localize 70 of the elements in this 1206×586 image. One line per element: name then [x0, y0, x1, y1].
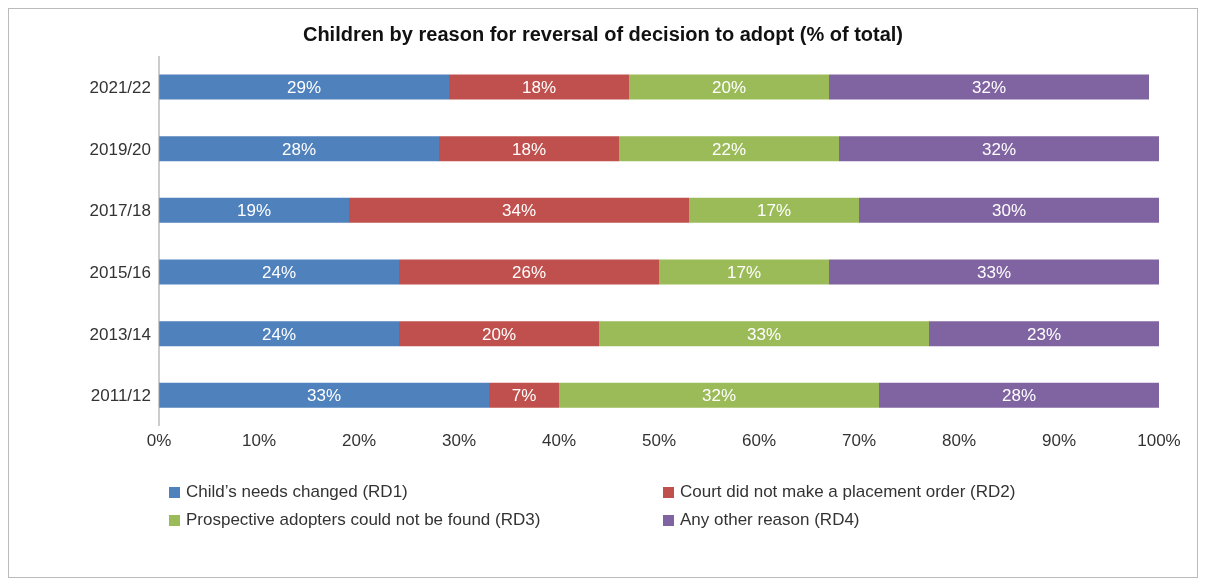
- bar: [559, 382, 879, 408]
- data-label: 32%: [971, 78, 1007, 97]
- data-label: 24%: [261, 263, 297, 282]
- chart-title: Children by reason for reversal of decision to adopt (% of total): [301, 22, 905, 46]
- bar: [599, 321, 929, 347]
- bar: [879, 382, 1159, 408]
- y-tick-label: 2021/22: [89, 77, 151, 97]
- data-label: 17%: [756, 201, 792, 221]
- y-tick-label: 2017/18: [89, 201, 151, 221]
- y-tick-label: 2011/12: [90, 386, 151, 406]
- legend-label: Child’s needs changed (RD1): [186, 482, 408, 502]
- x-tick-label: 100%: [1137, 431, 1181, 451]
- y-tick-label: 2015/16: [89, 262, 151, 282]
- bar: [689, 197, 859, 223]
- data-label: 28%: [281, 139, 317, 159]
- data-label: 19%: [236, 201, 272, 221]
- data-label: 7%: [511, 386, 537, 406]
- legend-label: Prospective adopters could not be found (RD3): [186, 510, 541, 530]
- bar: [439, 136, 619, 162]
- bar: [659, 259, 829, 285]
- x-tick-label: 60%: [741, 431, 777, 451]
- x-tick-label: 30%: [441, 431, 477, 451]
- bar: [929, 321, 1159, 347]
- x-tick-label: 90%: [1041, 431, 1077, 451]
- data-label: 24%: [261, 324, 297, 344]
- bar: [859, 197, 1159, 223]
- data-label: 33%: [746, 324, 782, 344]
- data-label: 17%: [726, 263, 762, 282]
- bar: [839, 136, 1159, 162]
- bar: [399, 259, 659, 285]
- bar: [349, 197, 689, 223]
- x-tick-label: 10%: [241, 431, 277, 451]
- data-label: 23%: [1026, 324, 1062, 344]
- x-tick-label: 70%: [841, 431, 877, 451]
- bar: [159, 259, 399, 285]
- data-label: 18%: [511, 139, 547, 159]
- bar: [829, 74, 1149, 100]
- y-tick-label: 2013/14: [89, 324, 151, 344]
- data-label: 20%: [481, 324, 517, 344]
- legend-label: Court did not make a placement order (RD2): [680, 482, 1016, 502]
- data-label: 18%: [521, 78, 557, 97]
- data-label: 28%: [1001, 386, 1037, 406]
- data-label: 30%: [991, 201, 1027, 221]
- x-tick-label: 40%: [541, 431, 577, 451]
- data-label: 22%: [711, 139, 747, 159]
- bar: [159, 197, 349, 223]
- bar: [159, 321, 399, 347]
- bar: [399, 321, 599, 347]
- data-label: 34%: [501, 201, 537, 221]
- x-tick-label: 50%: [641, 431, 677, 451]
- data-label: 29%: [286, 78, 322, 97]
- bar: [619, 136, 839, 162]
- y-tick-label: 2019/20: [89, 139, 151, 159]
- data-label: 33%: [976, 263, 1012, 282]
- data-label: 32%: [701, 386, 737, 406]
- data-label: 26%: [511, 263, 547, 282]
- legend-label: Any other reason (RD4): [680, 510, 860, 530]
- bar: [489, 382, 559, 408]
- bar: [159, 136, 439, 162]
- bar: [449, 74, 629, 100]
- data-label: 20%: [711, 78, 747, 97]
- data-label: 32%: [981, 139, 1017, 159]
- x-tick-label: 20%: [341, 431, 377, 451]
- x-tick-label: 80%: [941, 431, 977, 451]
- bar: [629, 74, 829, 100]
- x-tick-label: 0%: [146, 431, 172, 451]
- data-label: 33%: [306, 386, 342, 406]
- bar: [159, 382, 489, 408]
- bar: [159, 74, 449, 100]
- bar: [829, 259, 1159, 285]
